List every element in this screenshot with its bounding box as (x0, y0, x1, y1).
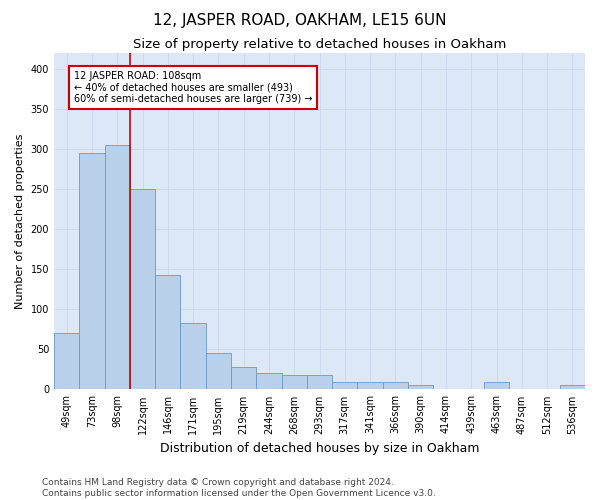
Bar (332, 382, 358, 390)
Bar (79, 153, 104, 390)
X-axis label: Distribution of detached houses by size in Oakham: Distribution of detached houses by size … (160, 442, 479, 455)
Bar (560, 386, 585, 390)
Bar (181, 323, 206, 390)
Bar (104, 145, 130, 390)
Bar (408, 386, 433, 390)
Bar (281, 375, 307, 390)
Bar (358, 382, 383, 390)
Text: 12, JASPER ROAD, OAKHAM, LE15 6UN: 12, JASPER ROAD, OAKHAM, LE15 6UN (153, 12, 447, 28)
Bar (231, 367, 256, 390)
Bar (206, 354, 231, 390)
Bar (256, 372, 281, 390)
Bar (383, 382, 408, 390)
Bar (155, 275, 181, 390)
Y-axis label: Number of detached properties: Number of detached properties (15, 134, 25, 309)
Text: 12 JASPER ROAD: 108sqm
← 40% of detached houses are smaller (493)
60% of semi-de: 12 JASPER ROAD: 108sqm ← 40% of detached… (74, 70, 312, 104)
Text: Contains HM Land Registry data © Crown copyright and database right 2024.
Contai: Contains HM Land Registry data © Crown c… (42, 478, 436, 498)
Bar (307, 375, 332, 390)
Bar (484, 382, 509, 390)
Bar (54, 334, 79, 390)
Bar (130, 189, 155, 390)
Title: Size of property relative to detached houses in Oakham: Size of property relative to detached ho… (133, 38, 506, 51)
